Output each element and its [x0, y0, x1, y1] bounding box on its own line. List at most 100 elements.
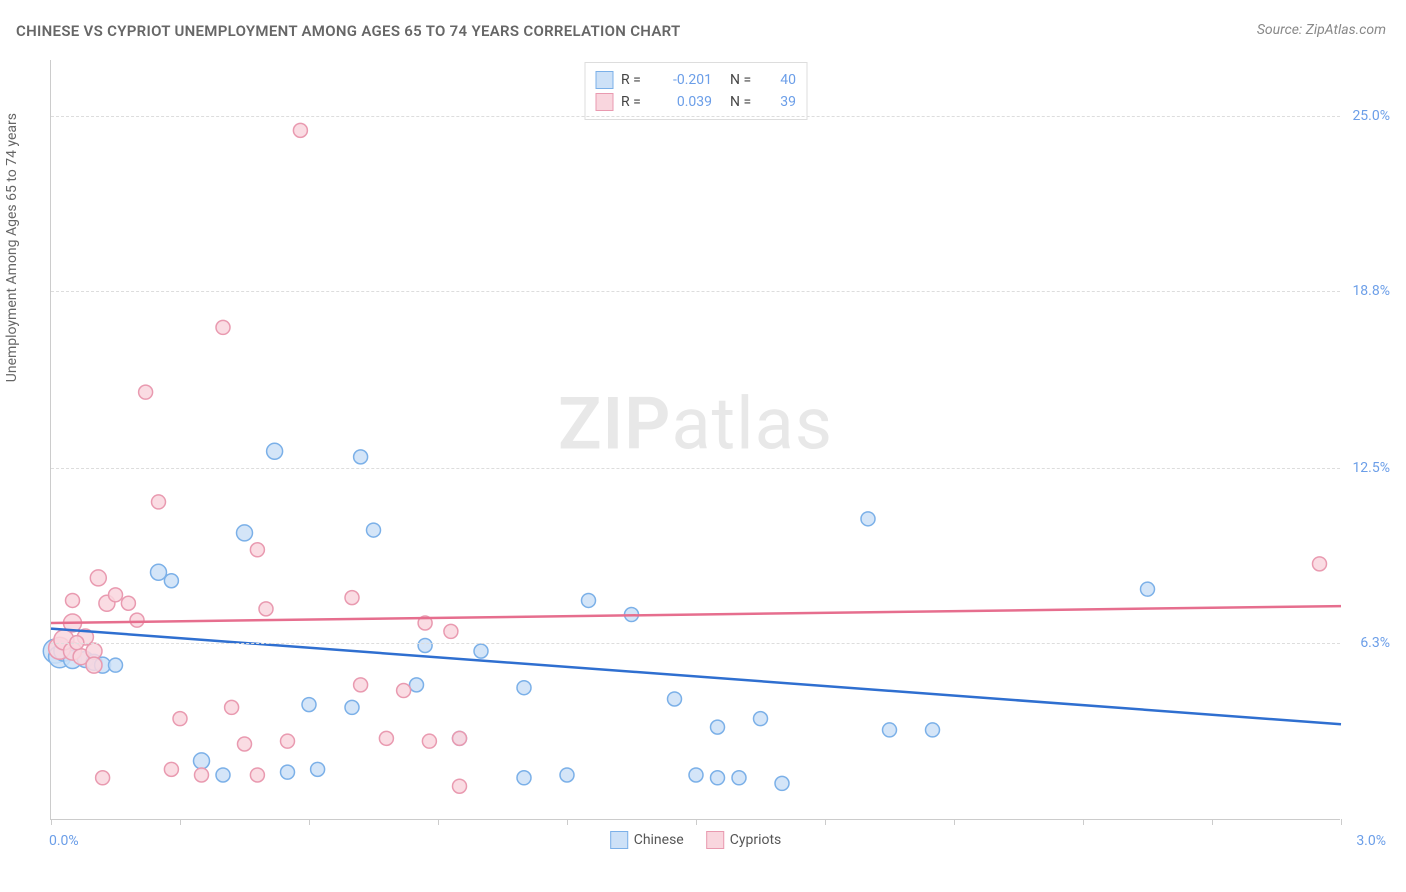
y-tick-label: 12.5% — [1352, 460, 1390, 476]
x-tick — [696, 819, 697, 825]
x-tick — [51, 819, 52, 825]
gridline — [51, 291, 1340, 292]
data-point — [1141, 582, 1155, 596]
gridline — [51, 116, 1340, 117]
legend-swatch — [706, 831, 724, 849]
data-point — [225, 700, 239, 714]
data-point — [281, 734, 295, 748]
data-point — [293, 123, 307, 137]
data-point — [139, 385, 153, 399]
data-point — [517, 681, 531, 695]
legend-swatch — [595, 93, 613, 111]
scatter-plot-svg — [51, 60, 1341, 820]
x-tick — [438, 819, 439, 825]
x-tick — [1341, 819, 1342, 825]
x-axis-max-label: 3.0% — [1356, 833, 1386, 849]
series-legend-item: Cypriots — [706, 831, 782, 849]
legend-swatch — [610, 831, 628, 849]
data-point — [194, 753, 210, 769]
x-tick — [1083, 819, 1084, 825]
data-point — [151, 564, 167, 580]
data-point — [410, 678, 424, 692]
legend-r-value: -0.201 — [657, 72, 712, 88]
data-point — [90, 570, 106, 586]
y-tick-label: 25.0% — [1352, 108, 1390, 124]
gridline — [51, 643, 1340, 644]
data-point — [216, 768, 230, 782]
y-axis-label: Unemployment Among Ages 65 to 74 years — [4, 113, 20, 382]
data-point — [238, 737, 252, 751]
data-point — [109, 658, 123, 672]
x-tick — [954, 819, 955, 825]
data-point — [453, 731, 467, 745]
data-point — [96, 771, 110, 785]
data-point — [195, 768, 209, 782]
x-tick — [825, 819, 826, 825]
data-point — [926, 723, 940, 737]
legend-r-value: 0.039 — [657, 94, 712, 110]
data-point — [582, 593, 596, 607]
x-tick — [180, 819, 181, 825]
trend-line — [51, 606, 1341, 623]
data-point — [775, 776, 789, 790]
chart-title: CHINESE VS CYPRIOT UNEMPLOYMENT AMONG AG… — [16, 22, 681, 40]
y-tick-label: 18.8% — [1352, 283, 1390, 299]
data-point — [754, 712, 768, 726]
data-point — [259, 602, 273, 616]
data-point — [689, 768, 703, 782]
data-point — [861, 512, 875, 526]
data-point — [173, 712, 187, 726]
data-point — [560, 768, 574, 782]
gridline — [51, 468, 1340, 469]
data-point — [345, 700, 359, 714]
legend-row: R =-0.201N =40 — [595, 69, 796, 91]
x-tick — [309, 819, 310, 825]
data-point — [1313, 557, 1327, 571]
data-point — [250, 543, 264, 557]
legend-r-label: R = — [621, 72, 649, 88]
correlation-legend: R =-0.201N =40R =0.039N =39 — [584, 62, 807, 120]
plot-area: ZIPatlas R =-0.201N =40R =0.039N =39 Chi… — [50, 60, 1340, 820]
data-point — [444, 624, 458, 638]
chart-container: Unemployment Among Ages 65 to 74 years Z… — [50, 60, 1386, 850]
data-point — [379, 731, 393, 745]
x-axis-min-label: 0.0% — [49, 833, 79, 849]
series-legend-label: Chinese — [634, 832, 684, 848]
legend-row: R = 0.039 N = 39 — [595, 91, 796, 113]
data-point — [345, 591, 359, 605]
data-point — [397, 684, 411, 698]
legend-n-value: 39 — [766, 94, 796, 110]
data-point — [311, 762, 325, 776]
legend-r-label: R = — [621, 94, 649, 110]
data-point — [711, 771, 725, 785]
y-tick-label: 6.3% — [1360, 635, 1390, 651]
data-point — [354, 678, 368, 692]
legend-n-label: N = — [730, 94, 758, 110]
data-point — [237, 525, 253, 541]
data-point — [732, 771, 746, 785]
data-point — [711, 720, 725, 734]
data-point — [517, 771, 531, 785]
data-point — [418, 638, 432, 652]
data-point — [883, 723, 897, 737]
data-point — [302, 698, 316, 712]
data-point — [152, 495, 166, 509]
source-attribution: Source: ZipAtlas.com — [1257, 22, 1386, 38]
data-point — [86, 657, 102, 673]
x-tick — [1212, 819, 1213, 825]
data-point — [66, 593, 80, 607]
data-point — [250, 768, 264, 782]
series-legend-item: Chinese — [610, 831, 684, 849]
data-point — [668, 692, 682, 706]
data-point — [367, 523, 381, 537]
data-point — [130, 613, 144, 627]
x-tick — [567, 819, 568, 825]
data-point — [164, 574, 178, 588]
series-legend-label: Cypriots — [730, 832, 782, 848]
data-point — [281, 765, 295, 779]
data-point — [109, 588, 123, 602]
legend-swatch — [595, 71, 613, 89]
data-point — [354, 450, 368, 464]
legend-n-label: N = — [730, 72, 758, 88]
data-point — [453, 779, 467, 793]
